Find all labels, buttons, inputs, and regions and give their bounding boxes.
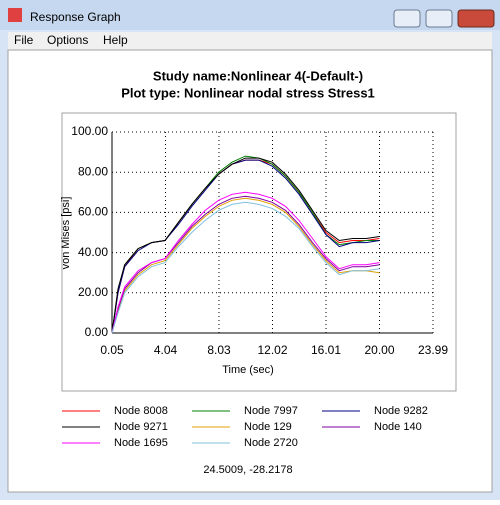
x-tick-label: 4.04 (154, 343, 178, 357)
legend-label: Node 9282 (374, 405, 428, 417)
series-line (111, 197, 380, 334)
maximize-button[interactable] (425, 9, 453, 28)
y-axis-label: von Mises [psi] (60, 197, 72, 270)
close-button[interactable] (457, 9, 495, 28)
minimize-button[interactable] (393, 9, 421, 28)
legend-label: Node 2720 (244, 437, 298, 449)
app-icon (8, 8, 22, 22)
x-tick-label: 23.99 (418, 343, 448, 357)
y-tick-label: 40.00 (78, 245, 108, 259)
series-line (111, 195, 380, 334)
chart-title: Study name:Nonlinear 4(-Default-) (153, 68, 363, 83)
menu-item[interactable]: Options (47, 33, 88, 47)
y-tick-label: 20.00 (78, 285, 108, 299)
y-tick-label: 100.00 (71, 124, 108, 138)
legend-label: Node 140 (374, 421, 422, 433)
chart-subtitle: Plot type: Nonlinear nodal stress Stress… (121, 85, 375, 100)
y-tick-label: 60.00 (78, 205, 108, 219)
menu-item[interactable]: Help (103, 33, 128, 47)
series-line (111, 191, 380, 334)
client-area (7, 49, 493, 493)
x-tick-label: 20.00 (364, 343, 394, 357)
legend-label: Node 129 (244, 421, 292, 433)
series-line (111, 201, 380, 334)
menu-item[interactable]: File (14, 33, 34, 47)
window-title: Response Graph (30, 10, 121, 24)
legend-label: Node 8008 (114, 405, 168, 417)
menu-bar (8, 32, 492, 50)
legend-label: Node 7997 (244, 405, 298, 417)
legend-label: Node 1695 (114, 437, 168, 449)
x-axis-label: Time (sec) (222, 364, 274, 376)
x-tick-label: 12.02 (257, 343, 287, 357)
cursor-readout: 24.5009, -28.2178 (203, 464, 292, 476)
y-tick-label: 80.00 (78, 164, 108, 178)
series-line (111, 157, 380, 334)
series-line (111, 159, 380, 334)
x-tick-label: 16.01 (311, 343, 341, 357)
legend-label: Node 9271 (114, 421, 168, 433)
x-tick-label: 8.03 (207, 343, 231, 357)
plot-frame (61, 112, 457, 392)
y-tick-label: 0.00 (85, 325, 109, 339)
x-tick-label: 0.05 (100, 343, 124, 357)
